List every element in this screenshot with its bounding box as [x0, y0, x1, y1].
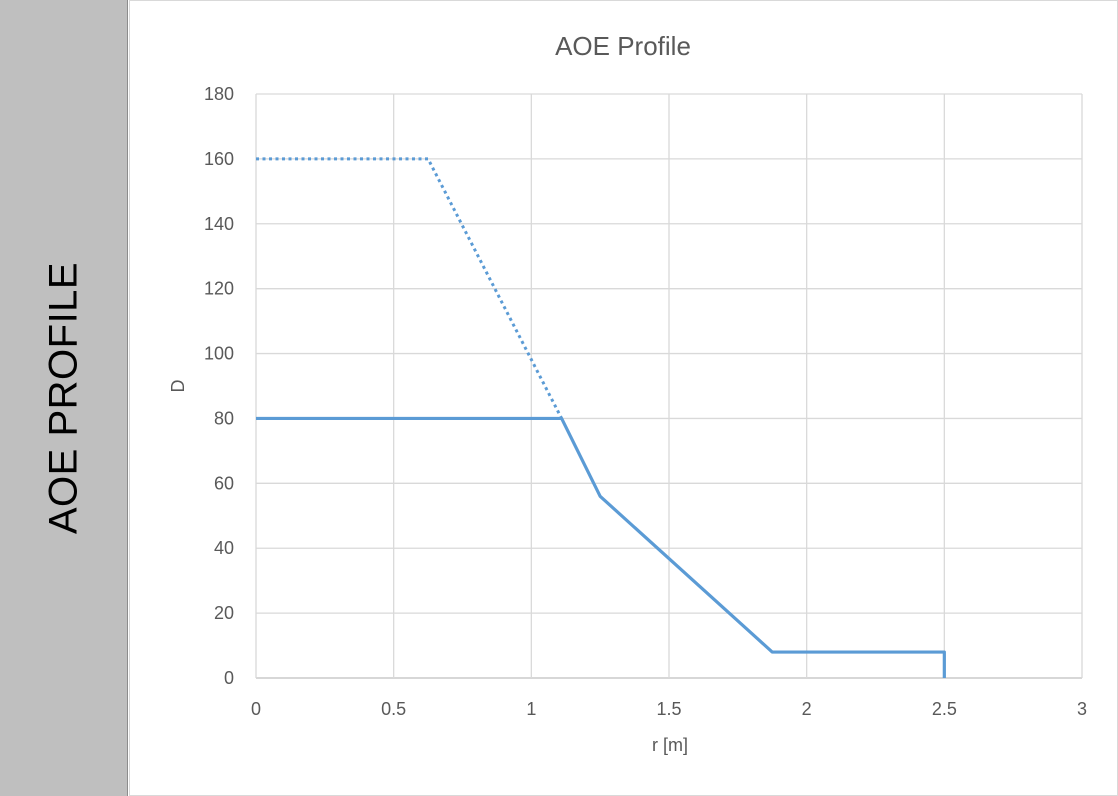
y-tick-label: 160 [204, 149, 234, 169]
series-lines [256, 157, 946, 678]
x-tick-label: 0 [251, 699, 261, 719]
y-axis-ticks: 0 20 40 60 80 100 120 140 160 180 [204, 84, 234, 688]
side-panel: AOE PROFILE [0, 0, 128, 796]
x-tick-label: 3 [1077, 699, 1087, 719]
y-tick-label: 20 [214, 603, 234, 623]
y-tick-label: 40 [214, 538, 234, 558]
chart-title: AOE Profile [555, 31, 691, 61]
y-tick-label: 140 [204, 214, 234, 234]
y-axis-title: D [168, 380, 188, 393]
x-axis-title: r [m] [652, 735, 688, 755]
y-tick-label: 0 [224, 668, 234, 688]
side-panel-label: AOE PROFILE [41, 261, 86, 535]
x-tick-label: 2 [802, 699, 812, 719]
x-tick-label: 2.5 [932, 699, 957, 719]
x-tick-label: 0.5 [381, 699, 406, 719]
solid-series-line [256, 416, 946, 678]
y-tick-label: 180 [204, 84, 234, 104]
y-tick-label: 100 [204, 344, 234, 364]
chart-area: AOE Profile 0 20 40 60 80 100 120 140 160 180 0 0.… [129, 0, 1118, 796]
y-tick-label: 80 [214, 408, 234, 428]
gridlines [255, 93, 1083, 679]
y-tick-label: 60 [214, 473, 234, 493]
x-axis-ticks: 0 0.5 1 1.5 2 2.5 3 [251, 699, 1087, 719]
dotted-series-line [256, 157, 563, 420]
x-tick-label: 1.5 [656, 699, 681, 719]
y-tick-label: 120 [204, 279, 234, 299]
aoe-profile-chart: AOE Profile 0 20 40 60 80 100 120 140 160 180 0 0.… [168, 31, 1087, 755]
x-tick-label: 1 [526, 699, 536, 719]
